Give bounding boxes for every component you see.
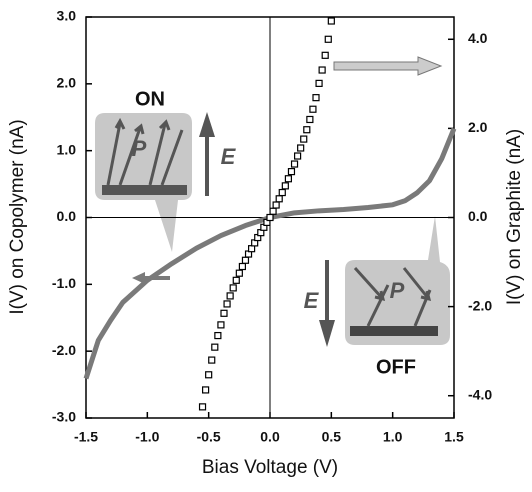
annotation: OFF	[376, 356, 416, 378]
data-point	[266, 213, 274, 222]
y2-tick-label: -2.0	[468, 297, 492, 313]
annotation: P	[132, 136, 147, 161]
data-point	[303, 126, 311, 134]
y-tick-label: 0.0	[57, 208, 77, 224]
y-tick-label: -1.0	[52, 275, 76, 291]
y-tick-label: 2.0	[57, 75, 77, 91]
data-point	[238, 262, 246, 271]
x-tick-label: 0.5	[322, 429, 342, 445]
data-point	[198, 403, 207, 411]
substrate	[350, 326, 438, 336]
data-point	[306, 115, 314, 124]
data-point	[272, 201, 280, 209]
y2-tick-label: 4.0	[468, 30, 488, 46]
annotation: ON	[135, 88, 165, 110]
data-point	[318, 66, 326, 74]
data-point	[294, 152, 302, 160]
data-point	[312, 94, 320, 102]
substrate	[102, 185, 187, 195]
data-point	[226, 292, 234, 300]
series-line	[83, 127, 457, 380]
y2-tick-label: 0.0	[468, 208, 488, 224]
data-point	[284, 175, 292, 183]
data-point	[278, 188, 286, 197]
y-tick-label: -2.0	[52, 342, 76, 358]
y-tick-label: -3.0	[52, 409, 76, 425]
x-axis-title: Bias Voltage (V)	[202, 457, 338, 478]
data-point	[214, 331, 222, 340]
annotation: E	[221, 144, 237, 169]
data-point	[327, 17, 335, 25]
data-point	[269, 207, 277, 215]
data-point	[315, 79, 323, 87]
data-point	[211, 343, 219, 351]
y2-tick-label: 2.0	[468, 119, 488, 135]
annotation: E	[304, 288, 320, 313]
data-point	[205, 371, 213, 379]
y-tick-label: 3.0	[57, 8, 77, 24]
data-point	[241, 256, 250, 264]
y-axis-title: I(V) on Copolymer (nA)	[7, 119, 28, 314]
data-point	[321, 51, 329, 59]
x-tick-label: 1.0	[383, 429, 403, 445]
off-inset	[345, 216, 450, 345]
data-point	[202, 386, 210, 394]
data-point	[223, 300, 231, 308]
data-point	[287, 168, 296, 176]
data-point	[309, 105, 317, 113]
data-point	[290, 160, 299, 168]
data-point	[281, 182, 289, 190]
data-point	[217, 321, 225, 329]
data-point	[275, 195, 283, 203]
data-point	[220, 309, 228, 317]
data-point	[229, 284, 237, 292]
data-point	[208, 356, 216, 364]
x-tick-label: -1.0	[135, 429, 159, 445]
dipole-arrows	[106, 117, 184, 186]
data-point	[235, 269, 243, 277]
data-point	[300, 135, 308, 143]
x-tick-label: 1.5	[444, 429, 464, 445]
y2-axis-title: I(V) on Graphite (nA)	[504, 129, 525, 305]
data-point	[297, 144, 305, 152]
y2-tick-label: -4.0	[468, 386, 492, 402]
y-tick-label: 1.0	[57, 141, 77, 157]
x-tick-label: 0.0	[260, 429, 280, 445]
data-point	[232, 276, 240, 284]
annotation: P	[390, 278, 405, 303]
x-tick-label: -0.5	[197, 429, 221, 445]
data-point	[248, 245, 256, 253]
x-tick-label: -1.5	[74, 429, 98, 445]
data-point	[324, 35, 332, 43]
